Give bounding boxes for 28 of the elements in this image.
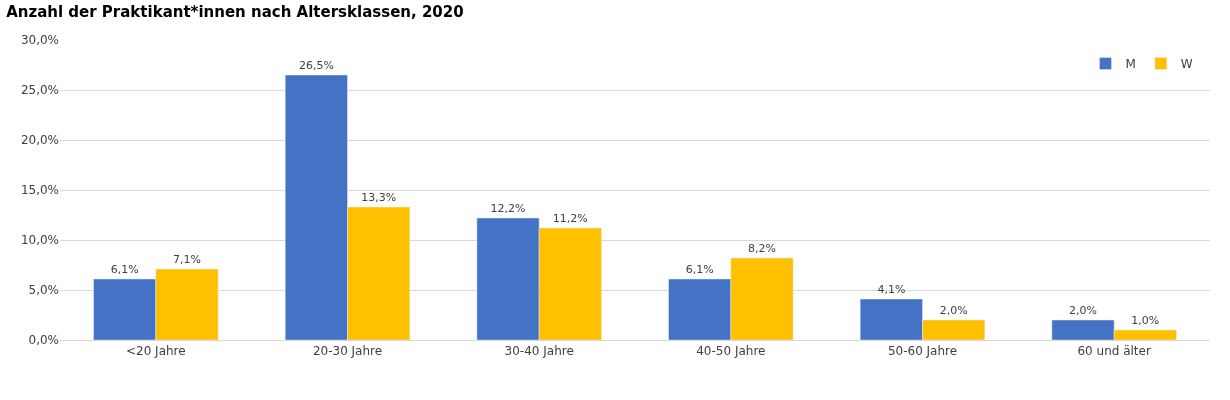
y-tick-label: 25,0% xyxy=(20,83,59,98)
data-label: 1,0% xyxy=(1131,314,1160,327)
x-tick-label: 20-30 Jahre xyxy=(312,344,383,359)
data-label: 11,2% xyxy=(552,212,588,225)
data-label: 4,1% xyxy=(877,283,906,296)
data-label: 2,0% xyxy=(1069,304,1097,317)
data-label: 2,0% xyxy=(939,304,968,317)
y-tick-label: 0,0% xyxy=(28,333,59,348)
x-tick-label: 50-60 Jahre xyxy=(887,344,958,359)
y-tick-label: 20,0% xyxy=(20,133,59,148)
legend-label: W xyxy=(1180,57,1193,72)
data-label: 8,2% xyxy=(748,242,776,255)
y-tick-label: 15,0% xyxy=(20,183,59,198)
x-tick-label: 60 und älter xyxy=(1077,344,1151,359)
data-label: 13,3% xyxy=(361,191,397,204)
y-tick-label: 10,0% xyxy=(20,233,59,248)
legend-label: M xyxy=(1125,57,1136,72)
y-tick-label: 5,0% xyxy=(28,283,59,298)
data-label: 26,5% xyxy=(298,59,334,72)
data-label: 7,1% xyxy=(173,253,201,266)
x-tick-label: <20 Jahre xyxy=(125,344,186,359)
x-tick-label: 40-50 Jahre xyxy=(696,344,766,359)
data-label: 6,1% xyxy=(685,263,714,276)
x-tick-label: 30-40 Jahre xyxy=(504,344,574,359)
y-tick-label: 30,0% xyxy=(20,33,59,48)
data-label: 6,1% xyxy=(110,263,139,276)
data-label: 12,2% xyxy=(490,202,526,215)
chart-title: Anzahl der Praktikant*innen nach Altersklassen, 2020 xyxy=(6,2,464,21)
